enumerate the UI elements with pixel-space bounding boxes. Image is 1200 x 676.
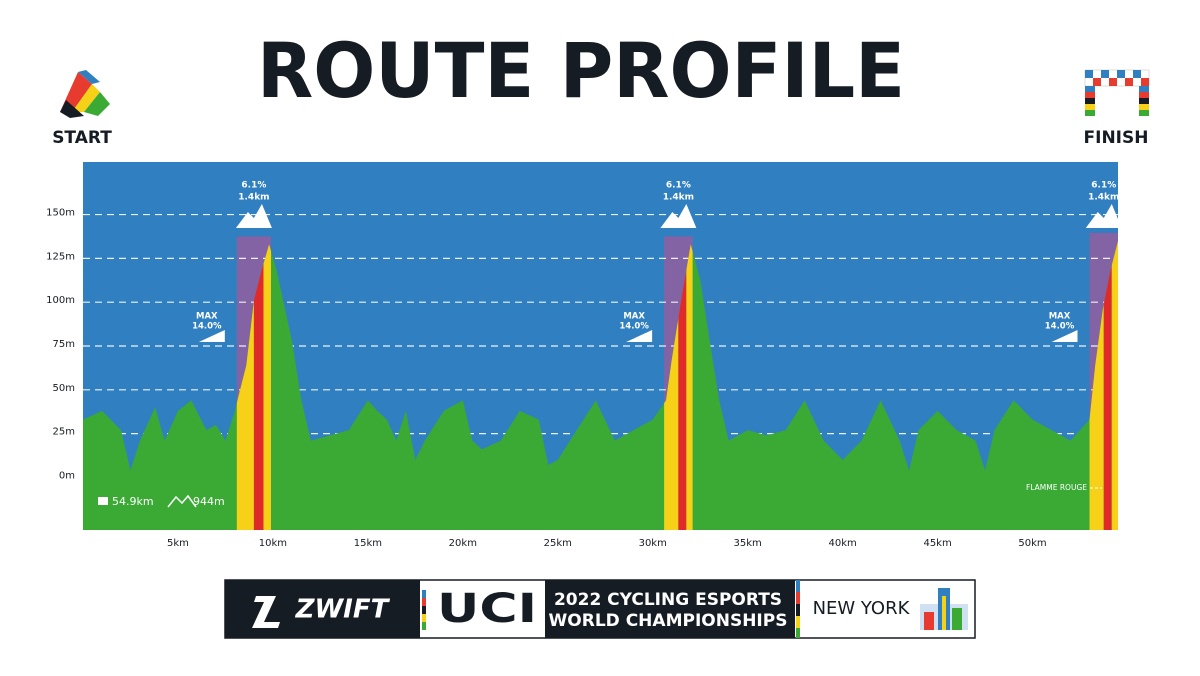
title: ROUTE PROFILE xyxy=(257,26,905,115)
distance-icon xyxy=(98,497,108,505)
x-tick-label: 25km xyxy=(544,538,572,549)
stripe-red xyxy=(253,240,264,530)
x-tick-label: 5km xyxy=(167,538,189,549)
y-tick-label: 100m xyxy=(46,295,75,306)
climb-length: 1.4km xyxy=(1088,193,1119,203)
stripe-red xyxy=(1103,240,1112,530)
x-tick-label: 50km xyxy=(1018,538,1046,549)
climb-grade: 6.1% xyxy=(1091,181,1116,191)
climb-grade: 6.1% xyxy=(241,181,266,191)
elevation-icon xyxy=(167,494,197,508)
mountain-icon xyxy=(660,204,697,228)
climb-grade: 6.1% xyxy=(666,181,691,191)
max-grade: 14.0% xyxy=(619,322,649,332)
x-tick-label: 40km xyxy=(829,538,857,549)
y-tick-label: 75m xyxy=(53,339,75,350)
finish-logo xyxy=(1084,69,1150,116)
stripe-yellow xyxy=(686,240,693,530)
y-tick-label: 50m xyxy=(53,383,75,394)
stripe-red xyxy=(678,240,687,530)
zwift-logo: ZWIFT xyxy=(295,595,391,625)
distance: 54.9km xyxy=(112,495,154,508)
max-grade: 14.0% xyxy=(1045,322,1075,332)
x-tick-label: 15km xyxy=(354,538,382,549)
start-logo xyxy=(60,70,110,118)
climb-length: 1.4km xyxy=(238,193,269,203)
max-icon xyxy=(198,330,225,342)
x-tick-label: 35km xyxy=(734,538,762,549)
y-tick-label: 125m xyxy=(46,251,75,262)
mountain-icon xyxy=(1085,204,1122,228)
finish-label: FINISH xyxy=(1084,128,1149,148)
x-tick-label: 45km xyxy=(923,538,951,549)
elevation: 944m xyxy=(193,495,225,508)
max-label: MAX xyxy=(623,312,645,322)
city-icon xyxy=(920,588,968,630)
event-line-1: 2022 CYCLING ESPORTS xyxy=(554,590,782,610)
mountain-icon xyxy=(235,204,272,228)
elevation-area xyxy=(83,240,1118,530)
y-tick-label: 0m xyxy=(59,470,75,481)
climb-length: 1.4km xyxy=(663,193,694,203)
max-label: MAX xyxy=(1049,312,1071,322)
flamme-rouge: FLAMME ROUGE xyxy=(1026,483,1087,492)
x-tick-label: 20km xyxy=(449,538,477,549)
max-icon xyxy=(1051,330,1078,342)
max-label: MAX xyxy=(196,312,218,322)
start-label: START xyxy=(52,128,112,148)
city: NEW YORK xyxy=(813,598,911,619)
stripe-yellow xyxy=(1111,240,1118,530)
y-tick-label: 25m xyxy=(53,427,75,438)
max-grade: 14.0% xyxy=(192,322,222,332)
y-tick-label: 150m xyxy=(46,208,75,219)
chart: 0m25m50m75m100m125m150m6.1%1.4kmMAX14.0%… xyxy=(46,162,1122,549)
footer-banner: ZWIFT UCI 2022 CYCLING ESPORTS WORLD CHA… xyxy=(224,579,976,639)
x-tick-label: 10km xyxy=(259,538,287,549)
uci-logo: UCI xyxy=(437,586,537,632)
stripe-yellow xyxy=(263,240,272,530)
max-icon xyxy=(626,330,653,342)
event-line-2: WORLD CHAMPIONSHIPS xyxy=(549,611,788,631)
x-tick-label: 30km xyxy=(639,538,667,549)
